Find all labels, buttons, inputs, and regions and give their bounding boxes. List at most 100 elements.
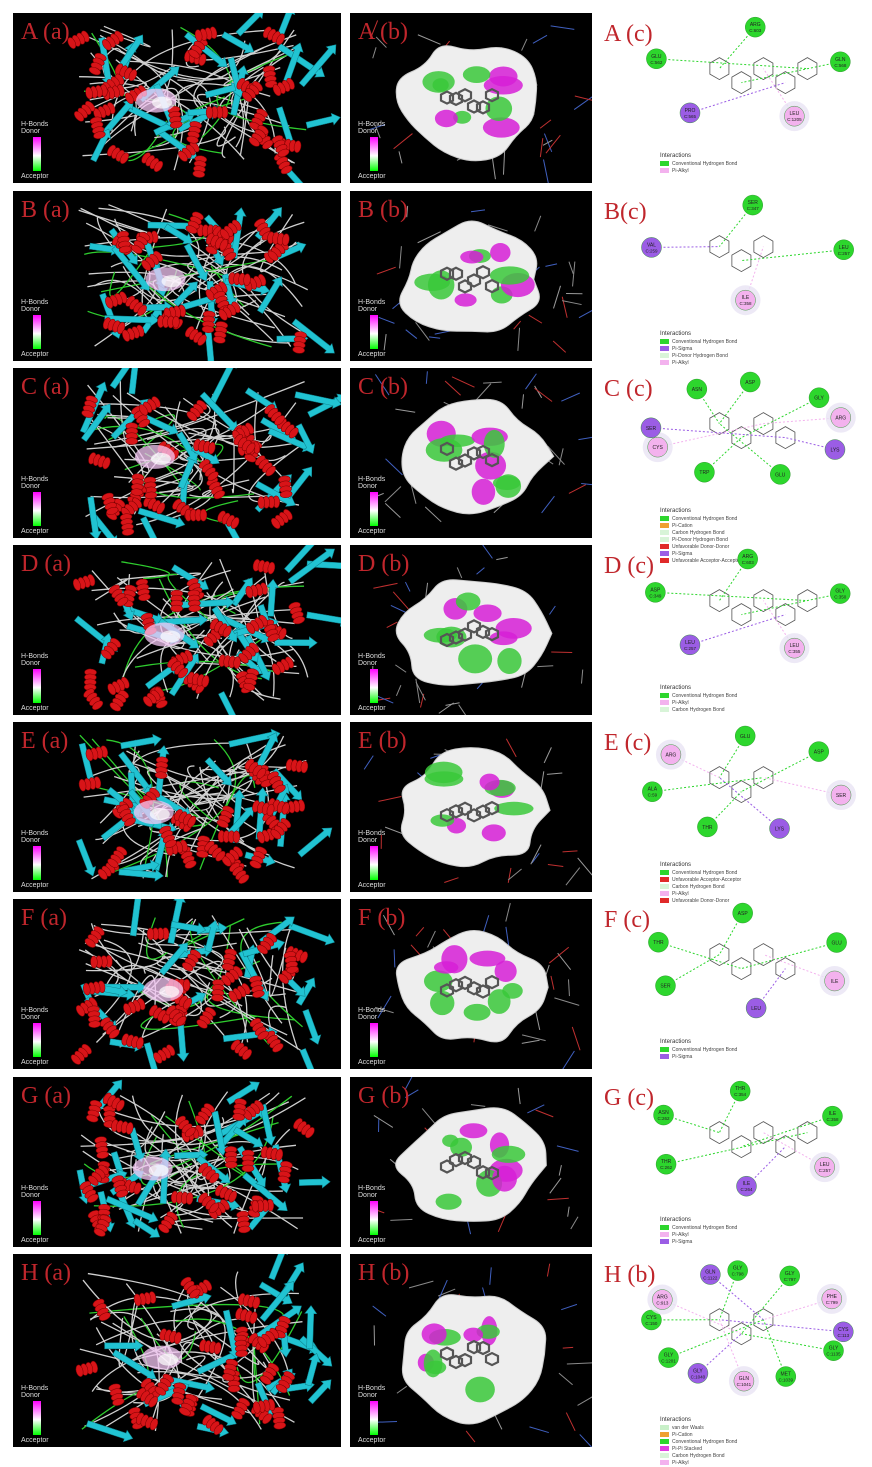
residue-stick [394, 134, 413, 149]
legend-item: Pi-Sigma [660, 1239, 778, 1245]
residue-stick [477, 568, 485, 575]
residue-label: C:257 [819, 1168, 832, 1173]
ligand-ring [732, 250, 751, 272]
legend-swatch [660, 1460, 669, 1465]
hbonds-title: H-Bonds [21, 121, 49, 128]
acceptor-patch [463, 66, 490, 83]
residue-node: ARG [826, 403, 856, 433]
interactions-legend-title: Interactions [660, 862, 860, 868]
acceptor-patch [424, 970, 453, 992]
residue-stick [554, 998, 579, 1006]
legend-item: Conventional Hydrogen Bond [660, 870, 778, 876]
residue-stick [373, 583, 397, 588]
panel-label-a: D (a) [21, 551, 71, 578]
alpha-helix [104, 291, 129, 310]
beta-sheet-arrow [305, 111, 341, 131]
donor-patch [435, 110, 458, 127]
legend-label: Pi-Alkyl [672, 700, 689, 706]
legend-label: Pi-Cation [672, 1432, 693, 1438]
residue-stick [581, 670, 582, 684]
hbonds-title: H-Bonds [21, 1385, 49, 1392]
residue-label: C:264 [740, 1187, 753, 1192]
residue-node: ASN [687, 379, 707, 399]
residue-stick [478, 545, 493, 558]
alpha-helix [101, 492, 119, 516]
alpha-helix [131, 473, 144, 496]
legend-label: Pi-Donor Hydrogen Bond [672, 537, 728, 543]
residue-node: THR [648, 932, 668, 952]
interaction-line [652, 778, 763, 792]
residue-stick [386, 459, 403, 475]
interaction-line [666, 1133, 807, 1165]
residue-label: C:355 [788, 649, 801, 654]
alpha-helix [121, 1033, 145, 1050]
donor-patch [472, 479, 496, 505]
beta-sheet-arrow [85, 496, 103, 538]
legend-swatch [660, 168, 669, 173]
legend-item: Pi-Donor Hydrogen Bond [660, 353, 778, 359]
alpha-helix [133, 1291, 156, 1306]
hbonds-title: H-Bonds [358, 830, 386, 837]
residue-stick [572, 1027, 580, 1050]
residue-label: ASP [814, 750, 825, 756]
residue-stick [506, 739, 516, 757]
alpha-helix [135, 578, 151, 602]
residue-stick [540, 138, 542, 157]
hbonds-donor-label: Donor [358, 483, 386, 490]
2d-interaction-diagram: ARGC:603GLNC:568LEUC:1205PROC:565GLUC:56… [600, 13, 868, 153]
hbonds-gradient-bar [33, 315, 41, 349]
residue-stick [559, 1165, 561, 1175]
residue-label: LYS [830, 448, 840, 454]
residue-node: GLU [827, 933, 847, 953]
beta-sheet-arrow [127, 899, 146, 936]
residue-label: C:262 [660, 1165, 673, 1170]
alpha-helix [155, 756, 168, 779]
ligand-ring [732, 427, 751, 449]
legend-label: Conventional Hydrogen Bond [672, 161, 737, 167]
interaction-line [741, 752, 818, 792]
residue-label: ASN [692, 387, 703, 393]
residue-label: C:358 [740, 301, 753, 306]
residue-stick [563, 1051, 575, 1069]
residue-node: GLU [770, 464, 790, 484]
panel-label-a: H (a) [21, 1260, 71, 1287]
residue-label: SER [646, 426, 657, 432]
alpha-helix [185, 509, 207, 521]
residue-label: C:1205 [787, 117, 802, 122]
donor-patch [460, 1123, 488, 1138]
residue-node: ASP [809, 742, 829, 762]
residue-stick [385, 503, 400, 517]
panel-label-b: H (b) [358, 1260, 409, 1287]
legend-item: Pi-Cation [660, 523, 778, 529]
residue-label: GLU [832, 941, 843, 947]
residue-label: C:1135 [826, 1352, 841, 1357]
panel-label-a: F (a) [21, 905, 67, 932]
hbonds-acceptor-label: Acceptor [21, 882, 49, 889]
alpha-helix [211, 979, 224, 1001]
alpha-helix [260, 1146, 284, 1162]
hbonds-gradient-bar [370, 137, 378, 171]
ligand-site-core [160, 631, 180, 643]
residue-label: C:257 [838, 251, 851, 256]
residue-label: C:565 [684, 114, 697, 119]
hbonds-title: H-Bonds [21, 830, 49, 837]
residue-stick [551, 652, 572, 653]
residue-stick [542, 496, 555, 513]
legend-label: van der Waals [672, 1425, 704, 1431]
residue-stick [573, 262, 575, 287]
